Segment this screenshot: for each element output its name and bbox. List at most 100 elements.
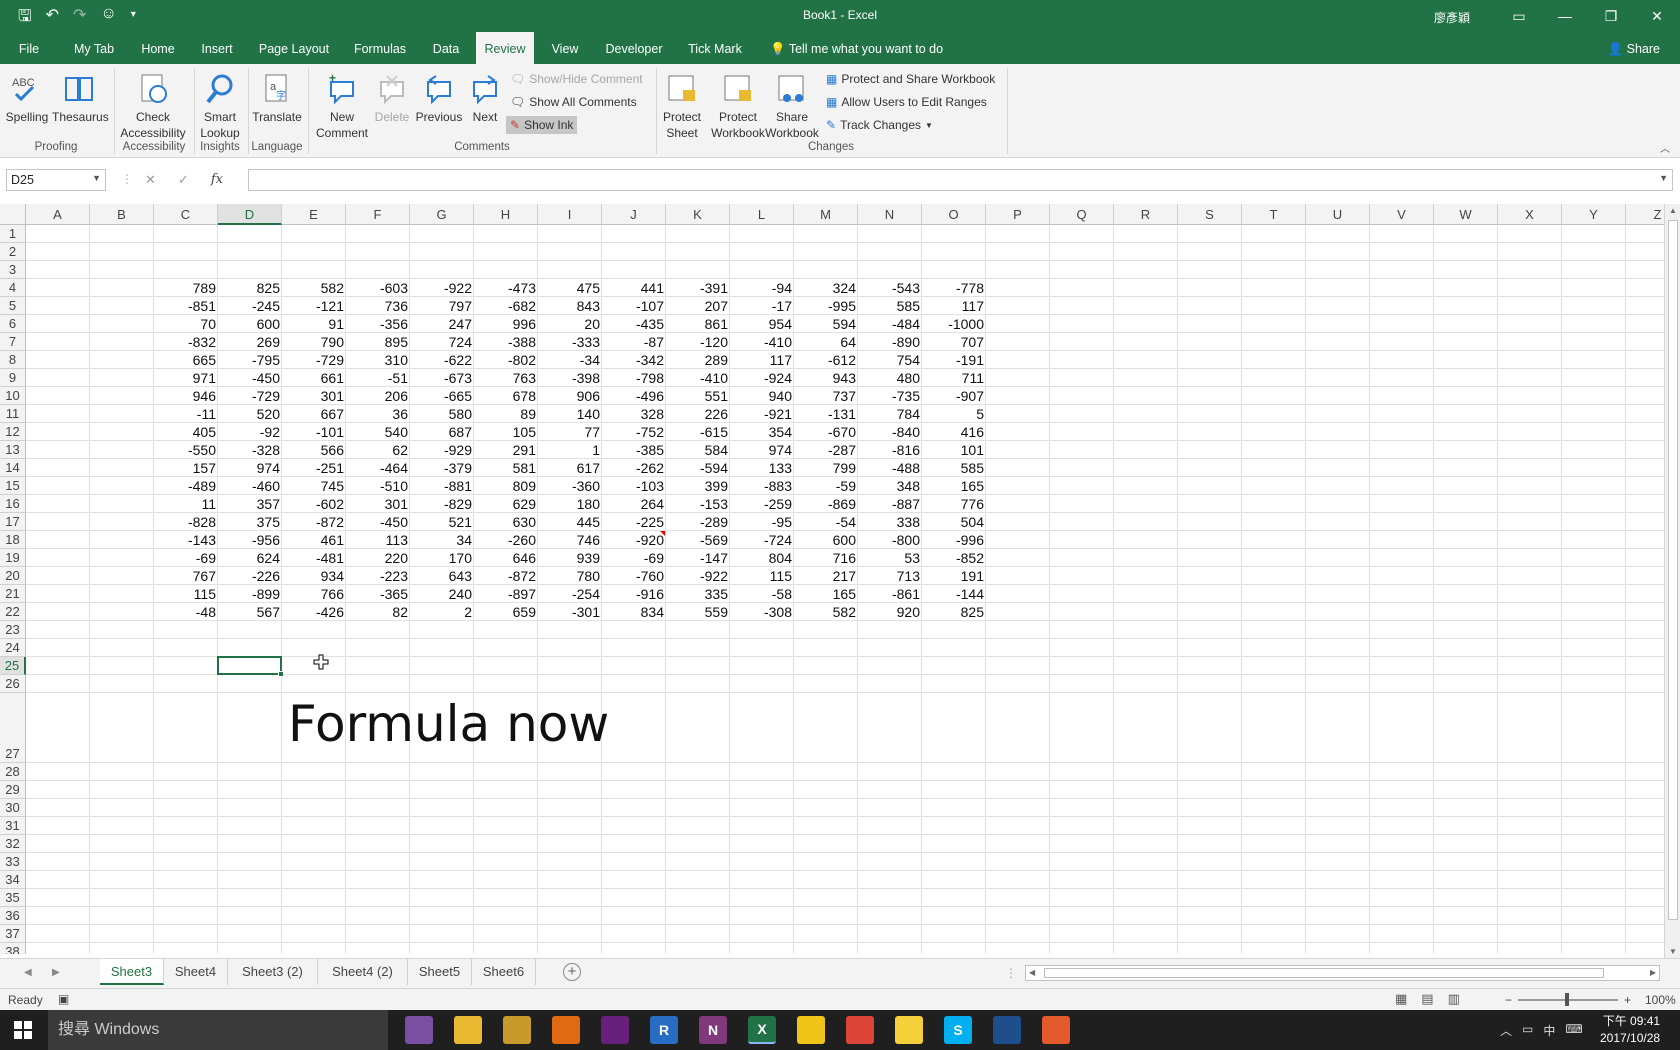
cell-e22[interactable]: -426 xyxy=(315,604,344,620)
zoom-out-icon[interactable]: − xyxy=(1505,993,1513,1007)
cell-i9[interactable]: -398 xyxy=(571,370,600,386)
cell-d7[interactable]: 269 xyxy=(256,334,280,350)
column-header-o[interactable]: O xyxy=(922,204,986,225)
column-header-n[interactable]: N xyxy=(858,204,922,225)
check-accessibility-button[interactable]: Check Accessibility xyxy=(118,68,188,141)
cell-n18[interactable]: -800 xyxy=(891,532,920,548)
cell-d4[interactable]: 825 xyxy=(256,280,280,296)
minimize-icon[interactable]: — xyxy=(1558,8,1572,24)
show-ink-button[interactable]: ✎ Show Ink xyxy=(506,116,578,134)
cell-o8[interactable]: -191 xyxy=(955,352,984,368)
scroll-right-icon[interactable]: ▶ xyxy=(1649,968,1656,977)
cell-n11[interactable]: 784 xyxy=(896,406,920,422)
scroll-left-icon[interactable]: ◀ xyxy=(1029,968,1036,977)
cell-g22[interactable]: 2 xyxy=(464,604,472,620)
cell-c14[interactable]: 157 xyxy=(192,460,216,476)
cell-h21[interactable]: -897 xyxy=(507,586,536,602)
zoom-level[interactable]: 100% xyxy=(1645,993,1676,1007)
cell-j14[interactable]: -262 xyxy=(635,460,664,476)
cell-k13[interactable]: 584 xyxy=(704,442,728,458)
cell-d17[interactable]: 375 xyxy=(256,514,280,530)
row-header-27[interactable]: 27 xyxy=(0,693,26,763)
cell-o13[interactable]: 101 xyxy=(960,442,984,458)
cell-m10[interactable]: 737 xyxy=(832,388,856,404)
row-header-33[interactable]: 33 xyxy=(0,853,26,871)
chevron-down-icon[interactable]: ▼ xyxy=(92,173,101,183)
row-header-3[interactable]: 3 xyxy=(0,261,26,279)
cell-i20[interactable]: 780 xyxy=(576,568,600,584)
cell-d13[interactable]: -328 xyxy=(251,442,280,458)
protect-workbook-button[interactable]: Protect Workbook xyxy=(708,68,768,141)
cell-h6[interactable]: 996 xyxy=(512,316,536,332)
cell-m21[interactable]: 165 xyxy=(832,586,856,602)
smart-lookup-button[interactable]: Smart Lookup xyxy=(196,68,244,141)
cell-k19[interactable]: -147 xyxy=(699,550,728,566)
cell-m4[interactable]: 324 xyxy=(832,280,856,296)
cell-e21[interactable]: 766 xyxy=(320,586,344,602)
protect-sheet-button[interactable]: Protect Sheet xyxy=(658,68,706,141)
close-icon[interactable]: ✕ xyxy=(1651,7,1663,24)
column-header-l[interactable]: L xyxy=(730,204,794,225)
tray-chevron-up-icon[interactable]: ︿ xyxy=(1500,1024,1513,1038)
cell-g12[interactable]: 687 xyxy=(448,424,472,440)
row-header-6[interactable]: 6 xyxy=(0,315,26,333)
cell-k14[interactable]: -594 xyxy=(699,460,728,476)
undo-icon[interactable]: ↶ xyxy=(45,7,60,24)
cell-e14[interactable]: -251 xyxy=(315,460,344,476)
cell-n8[interactable]: 754 xyxy=(896,352,920,368)
cell-l14[interactable]: 133 xyxy=(768,460,792,476)
cell-h17[interactable]: 630 xyxy=(512,514,536,530)
cell-m14[interactable]: 799 xyxy=(832,460,856,476)
cell-n5[interactable]: 585 xyxy=(896,298,920,314)
cell-k18[interactable]: -569 xyxy=(699,532,728,548)
sticky-notes-icon[interactable] xyxy=(895,1016,923,1044)
redo-icon[interactable]: ↷ xyxy=(73,7,87,24)
tab-developer[interactable]: Developer xyxy=(605,42,663,56)
column-header-f[interactable]: F xyxy=(346,204,410,225)
cell-f10[interactable]: 206 xyxy=(384,388,408,404)
cell-o15[interactable]: 165 xyxy=(960,478,984,494)
cell-h19[interactable]: 646 xyxy=(512,550,536,566)
cell-n12[interactable]: -840 xyxy=(891,424,920,440)
row-header-34[interactable]: 34 xyxy=(0,871,26,889)
cell-o7[interactable]: 707 xyxy=(960,334,984,350)
taskbar-search-box[interactable]: 搜尋 Windows xyxy=(48,1010,388,1050)
cell-i7[interactable]: -333 xyxy=(571,334,600,350)
cell-e17[interactable]: -872 xyxy=(315,514,344,530)
cell-d10[interactable]: -729 xyxy=(251,388,280,404)
cell-i13[interactable]: 1 xyxy=(592,442,600,458)
column-header-w[interactable]: W xyxy=(1434,204,1498,225)
cell-g9[interactable]: -673 xyxy=(443,370,472,386)
cell-j5[interactable]: -107 xyxy=(635,298,664,314)
cell-j4[interactable]: 441 xyxy=(640,280,664,296)
normal-view-icon[interactable]: ▦ xyxy=(1395,991,1408,1006)
collapse-ribbon-icon[interactable]: ︿ xyxy=(1660,144,1670,155)
cell-n21[interactable]: -861 xyxy=(891,586,920,602)
column-header-p[interactable]: P xyxy=(986,204,1050,225)
cell-d18[interactable]: -956 xyxy=(251,532,280,548)
macro-record-icon[interactable]: ▣ xyxy=(58,992,70,1006)
onenote-icon[interactable]: N xyxy=(699,1016,727,1044)
cell-f11[interactable]: 36 xyxy=(392,406,408,422)
name-box[interactable]: D25 ▼ xyxy=(6,169,106,191)
row-header-20[interactable]: 20 xyxy=(0,567,26,585)
tab-view[interactable]: View xyxy=(551,42,579,56)
sheet-tab-sheet3-2[interactable]: Sheet3 (2) xyxy=(228,959,318,985)
page-break-view-icon[interactable]: ▥ xyxy=(1447,991,1460,1006)
column-header-b[interactable]: B xyxy=(90,204,154,225)
cell-m5[interactable]: -995 xyxy=(827,298,856,314)
cell-l5[interactable]: -17 xyxy=(771,298,792,314)
column-header-c[interactable]: C xyxy=(154,204,218,225)
cell-g11[interactable]: 580 xyxy=(448,406,472,422)
sheet-tab-sheet3[interactable]: Sheet3 xyxy=(100,959,164,985)
cell-f7[interactable]: 895 xyxy=(384,334,408,350)
cell-h18[interactable]: -260 xyxy=(507,532,536,548)
tab-tick-mark[interactable]: Tick Mark xyxy=(688,42,742,56)
cell-j7[interactable]: -87 xyxy=(643,334,664,350)
show-all-comments-button[interactable]: 🗨 Show All Comments xyxy=(510,95,637,109)
cell-m16[interactable]: -869 xyxy=(827,496,856,512)
cell-k8[interactable]: 289 xyxy=(704,352,728,368)
app-1-icon[interactable] xyxy=(405,1016,433,1044)
previous-comment-button[interactable]: Previous xyxy=(414,68,464,125)
cell-f17[interactable]: -450 xyxy=(379,514,408,530)
